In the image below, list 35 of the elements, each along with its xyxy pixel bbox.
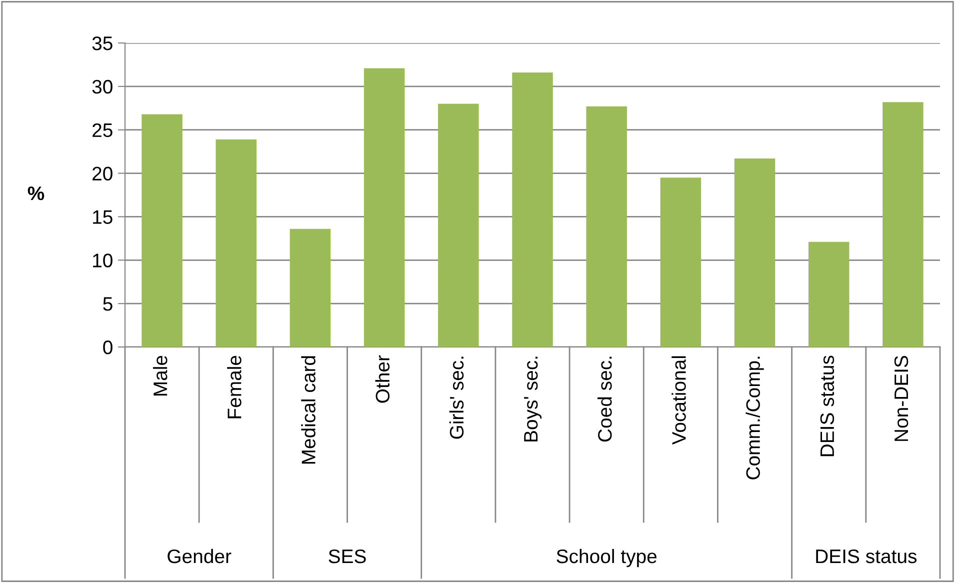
bar [290,228,331,347]
y-tick-label: 30 [92,80,112,94]
y-tick-label: 10 [93,254,112,268]
x-tick-label: Medical card [301,356,316,464]
y-tick-label: 0 [103,340,112,354]
y-tick-label: 25 [92,123,112,138]
bar [586,106,627,347]
x-tick-label: Comm./Comp. [746,356,764,480]
y-tick-label: 5 [103,297,112,311]
x-tick-label: DEIS status [820,356,834,456]
text: Gender [168,548,232,564]
bar [438,104,479,347]
bar [734,158,776,347]
bar [364,68,405,347]
y-axis-title: % [28,186,44,200]
x-tick-label: Other [375,355,390,403]
y-tick-label: 20 [92,166,112,181]
text: DEIS status [816,549,917,564]
text: SES [328,549,366,564]
bar [216,139,257,347]
text: School type [556,548,657,568]
y-tick-label: 15 [93,210,112,224]
x-tick-label: Vocational [672,356,686,445]
x-tick-label: Male [152,356,168,396]
x-tick-label: Female [227,356,242,418]
bar [142,114,182,347]
x-tick-label: Coed sec. [598,356,612,442]
x-tick-label: Non-DEIS [894,356,908,441]
x-tick-label: Boys' sec. [524,356,542,442]
bar [882,102,924,347]
bar [512,72,553,347]
x-tick-label: Girls' sec. [449,356,464,439]
bar [660,178,702,347]
bar [808,242,850,347]
y-tick-label: 35 [92,36,112,50]
